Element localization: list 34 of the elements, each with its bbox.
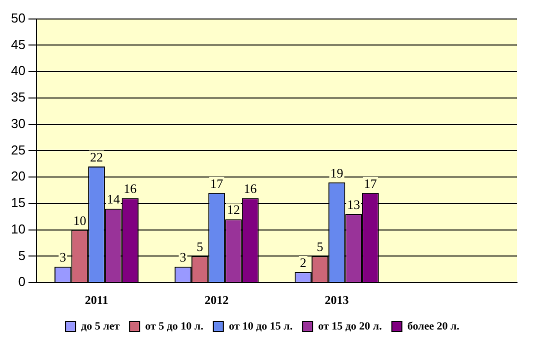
data-label: 14: [106, 192, 120, 207]
legend-label: от 10 до 15 л.: [228, 320, 293, 332]
data-label: 5: [196, 239, 204, 254]
data-label: 13: [347, 196, 360, 212]
x-tick-label: 2013: [324, 292, 349, 307]
legend-label: от 5 до 10 л.: [145, 320, 204, 332]
y-tick-label: 5: [18, 248, 26, 263]
data-label: 3: [180, 250, 186, 265]
y-tick-label: 35: [10, 90, 26, 105]
data-label: 10: [73, 212, 86, 228]
legend-label: до 5 лет: [81, 320, 120, 332]
legend-label: от 15 до 20 л.: [318, 320, 382, 332]
y-tick-label: 15: [10, 195, 26, 210]
y-tick-label: 30: [10, 116, 26, 131]
data-label: 2: [300, 254, 306, 270]
y-tick-label: 20: [10, 168, 26, 184]
y-tick-label: 40: [10, 63, 26, 78]
data-label: 17: [364, 176, 378, 191]
data-label: 17: [210, 176, 224, 191]
y-tick-label: 45: [10, 36, 26, 52]
data-label: 16: [244, 181, 258, 196]
legend-label: более 20 л.: [407, 320, 460, 332]
data-label: 3: [60, 250, 66, 265]
x-tick-label: 2012: [204, 292, 229, 307]
y-tick-label: 10: [10, 221, 26, 236]
data-label: 12: [226, 202, 240, 218]
data-label: 5: [316, 239, 324, 254]
data-label: 16: [124, 181, 138, 196]
y-tick-label: 50: [10, 10, 26, 26]
x-tick-label: 2011: [84, 292, 108, 307]
data-label: 22: [90, 149, 104, 164]
y-tick-label: 25: [10, 142, 26, 158]
data-label: 19: [330, 165, 344, 180]
y-tick-label: 0: [18, 274, 26, 290]
